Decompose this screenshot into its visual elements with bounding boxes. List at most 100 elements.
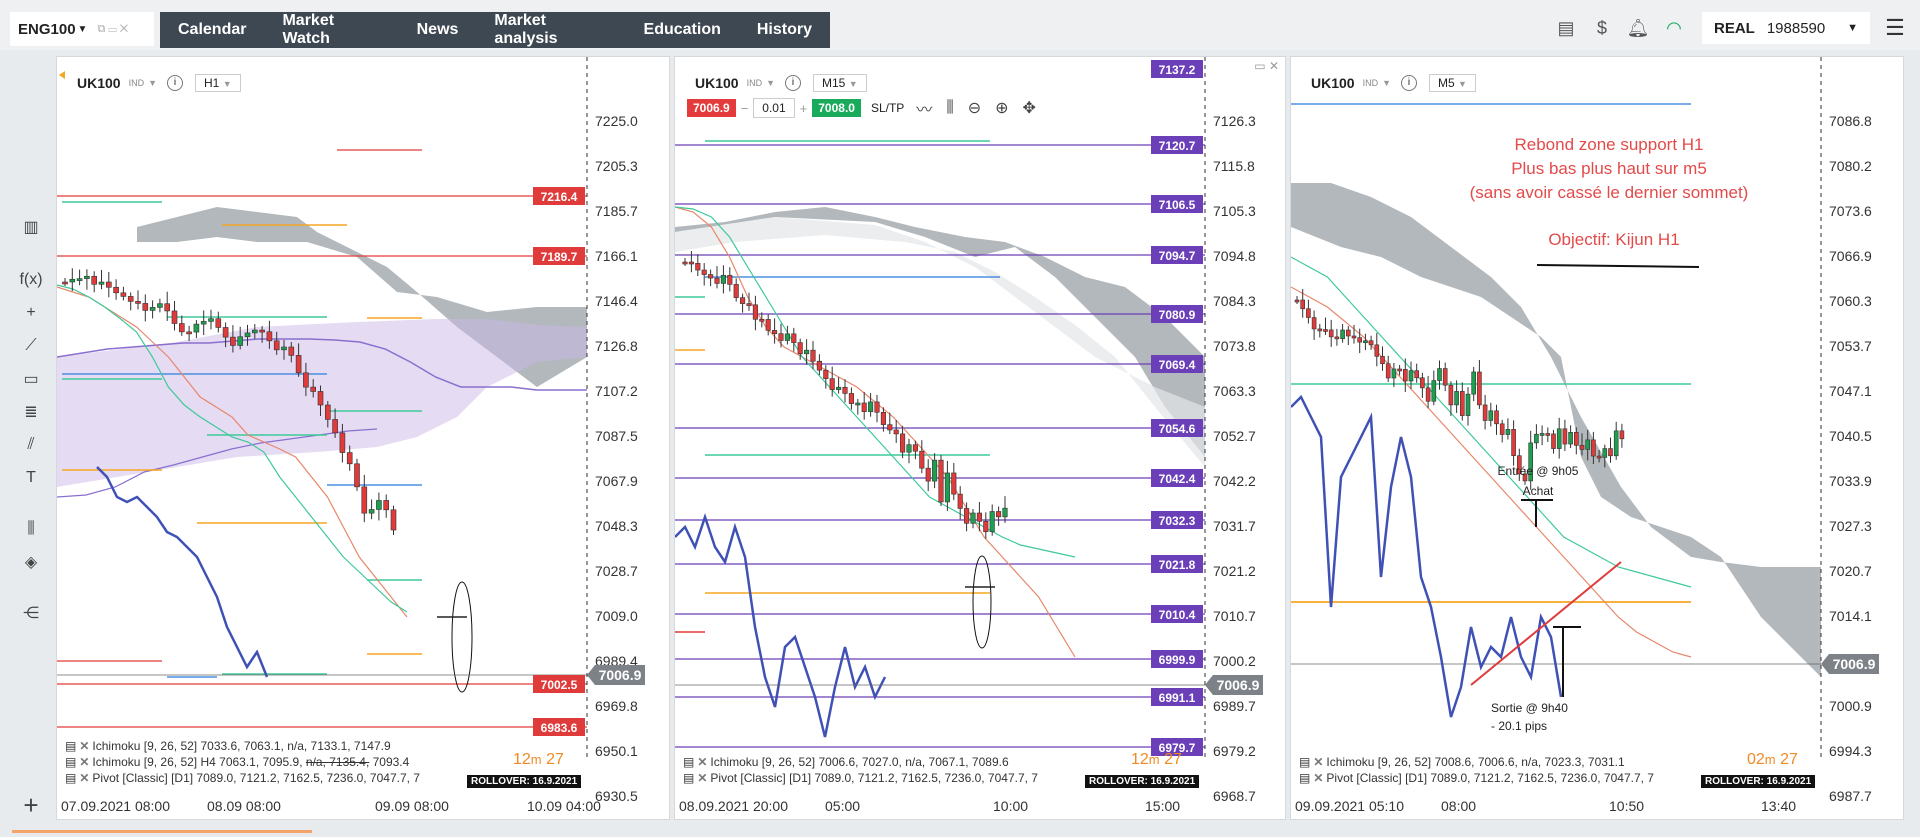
instrument-tab[interactable]: ENG100 ▼ ⧉ ▭ ✕: [10, 12, 154, 46]
chart-panel-h1[interactable]: 7216.4 7189.7 7002.5 6983.6 7225.0 7205.3 7185…: [56, 56, 670, 820]
indicator-line[interactable]: ▤ ✕ Ichimoku [9, 26, 52] 7033.6, 7063.1, n…: [65, 739, 391, 753]
y-tick-label: 7053.7: [1829, 338, 1872, 354]
bell-icon[interactable]: 🔔︎: [1626, 17, 1650, 38]
indicator-line[interactable]: ▤ ✕ Pivot [Classic] [D1] 7089.0, 7121.2, 7…: [65, 771, 420, 785]
indicator-line[interactable]: ▤ ✕ Ichimoku [9, 26, 52] 7008.6, 7006.6, n…: [1299, 755, 1625, 769]
sell-button[interactable]: 7006.9: [687, 99, 736, 117]
candle-body: [98, 281, 105, 285]
chart-canvas[interactable]: 7216.4 7189.7 7002.5 6983.6 7225.0 7205.3 7185…: [57, 57, 669, 819]
info-icon[interactable]: i: [1401, 75, 1418, 91]
text-icon[interactable]: T: [26, 468, 36, 486]
layers-icon[interactable]: ◈: [24, 553, 38, 571]
candle-body: [1522, 473, 1528, 482]
account-selector[interactable]: REAL 1988590 ▼: [1702, 12, 1870, 44]
candle-body: [752, 304, 758, 320]
zoom-out-icon[interactable]: ⊖: [967, 100, 982, 117]
share-icon[interactable]: ⋲: [23, 604, 39, 622]
chart-symbol[interactable]: UK100: [77, 75, 121, 91]
add-chart-button[interactable]: +: [23, 790, 39, 820]
nav-education[interactable]: Education: [643, 21, 721, 38]
decrease-button[interactable]: −: [740, 100, 749, 116]
chart-panel-m15[interactable]: 7137.2 7120.7 7106.5 7094.7 7080.9 7069.4 7054…: [674, 56, 1286, 820]
timeframe-select[interactable]: H1 ▼: [195, 74, 241, 92]
candle-body: [332, 419, 338, 434]
zoom-in-icon[interactable]: ⊕: [995, 100, 1009, 117]
candles-icon[interactable]: ▥: [23, 218, 39, 236]
quantity-input[interactable]: 0.01: [753, 98, 795, 118]
rectangle-icon[interactable]: ▭: [23, 370, 39, 388]
channel-icon[interactable]: ⫽: [27, 435, 35, 453]
indicator-text-struck: n/a, 7135.4,: [305, 755, 370, 769]
y-tick-label: 7115.8: [1213, 158, 1255, 174]
level-label-bg: [533, 247, 585, 265]
ichimoku-cloud-light: [675, 217, 1205, 467]
y-tick-label: 7105.3: [1213, 203, 1256, 219]
hamburger-icon[interactable]: ☰: [1885, 15, 1905, 40]
sltp-button[interactable]: SL/TP: [870, 101, 905, 115]
popout-icon[interactable]: ⧉ ▭ ✕: [97, 22, 129, 35]
chart-panel-m5[interactable]: 7086.8 7080.2 7073.6 7066.9 7060.3 7053.7 7047…: [1290, 56, 1904, 820]
info-icon[interactable]: i: [785, 75, 802, 91]
candles-style-icon[interactable]: ⫼: [27, 519, 35, 537]
move-icon[interactable]: ✥: [1022, 100, 1036, 117]
candle-body: [1534, 433, 1539, 444]
highlight-ellipse: [451, 581, 473, 693]
chart-symbol[interactable]: UK100: [695, 75, 739, 91]
candle-body: [919, 450, 925, 469]
nav-news[interactable]: News: [416, 21, 459, 38]
line-chart-icon[interactable]: 〰: [916, 102, 933, 119]
window-controls[interactable]: ▭ ✕: [1254, 59, 1279, 73]
nav-history[interactable]: History: [756, 21, 812, 38]
candles-icon[interactable]: ⫼: [946, 99, 954, 116]
nav-market-analysis[interactable]: Market analysis: [494, 12, 558, 47]
function-icon[interactable]: f(x): [19, 270, 43, 288]
candle-body: [925, 467, 931, 482]
candle-body: [848, 393, 854, 404]
chevron-down-icon: ▼: [1847, 22, 1858, 34]
info-icon[interactable]: i: [167, 75, 184, 91]
chart-symbol[interactable]: UK100: [1311, 75, 1355, 91]
candle-body: [912, 444, 918, 452]
level-label-bg: [533, 187, 585, 205]
chevron-down-icon[interactable]: ▼: [1382, 78, 1392, 88]
x-tick-label: 05:00: [825, 798, 860, 814]
timeframe-select[interactable]: M5 ▼: [1429, 74, 1476, 92]
indicator-line[interactable]: ▤ ✕ Ichimoku [9, 26, 52] H4 7063.1, 7095.9…: [65, 755, 410, 769]
candle-body: [346, 452, 353, 465]
chevron-down-icon[interactable]: ▼: [148, 78, 158, 88]
nav-calendar[interactable]: Calendar: [178, 21, 247, 38]
crosshair-icon[interactable]: +: [26, 303, 36, 321]
chevron-down-icon[interactable]: ▼: [766, 78, 776, 88]
candle-body: [746, 303, 752, 306]
timeframe-label: H1: [204, 76, 220, 90]
fibonacci-icon[interactable]: ≣: [24, 403, 38, 421]
candle-body: [778, 333, 784, 341]
top-bar: ENG100 ▼ ⧉ ▭ ✕ Calendar Market Watch New…: [0, 0, 1920, 50]
increase-button[interactable]: +: [799, 100, 808, 116]
x-tick-label: 10.09 04:00: [527, 798, 601, 814]
chart-header: UK100 IND ▼ i H1 ▼: [77, 71, 245, 95]
pivot-label-bg: [1151, 469, 1203, 487]
nav-market-watch[interactable]: Market Watch: [282, 12, 335, 47]
y-tick-label: 7084.3: [1213, 293, 1256, 309]
indicator-line[interactable]: ▤ ✕ Pivot [Classic] [D1] 7089.0, 7121.2, 7…: [683, 771, 1038, 785]
candle-body: [1505, 429, 1511, 435]
exit-annotation: Sortie @ 9h40 - 20.1 pips: [1491, 699, 1591, 735]
indicator-line[interactable]: ▤ ✕ Ichimoku [9, 26, 52] 7006.6, 7027.0, n…: [683, 755, 1009, 769]
chart-canvas[interactable]: 7086.8 7080.2 7073.6 7066.9 7060.3 7053.7 7047…: [1291, 57, 1903, 819]
tenkan-line: [675, 206, 1076, 558]
layout-icon[interactable]: ▤: [1557, 17, 1575, 38]
chart-canvas[interactable]: 7137.2 7120.7 7106.5 7094.7 7080.9 7069.4 7054…: [675, 57, 1285, 819]
asset-class: IND: [128, 78, 145, 88]
timeframe-select[interactable]: M15 ▼: [813, 74, 867, 92]
buy-button[interactable]: 7008.0: [812, 99, 861, 117]
chart-header: UK100 IND ▼ i M15 ▼: [695, 71, 871, 95]
indicator-line[interactable]: ▤ ✕ Pivot [Classic] [D1] 7089.0, 7121.2, 7…: [1299, 771, 1654, 785]
trendline-icon[interactable]: ⟋: [25, 336, 37, 354]
dollar-transfer-icon[interactable]: $: [1596, 17, 1607, 38]
candle-body: [1363, 340, 1368, 344]
candle-body: [295, 355, 302, 374]
indicator-text: Ichimoku [9, 26, 52] 7006.6, 7027.0, n/a…: [710, 755, 1009, 769]
candle-body: [708, 274, 714, 279]
chevron-down-icon[interactable]: ▼: [77, 23, 88, 35]
